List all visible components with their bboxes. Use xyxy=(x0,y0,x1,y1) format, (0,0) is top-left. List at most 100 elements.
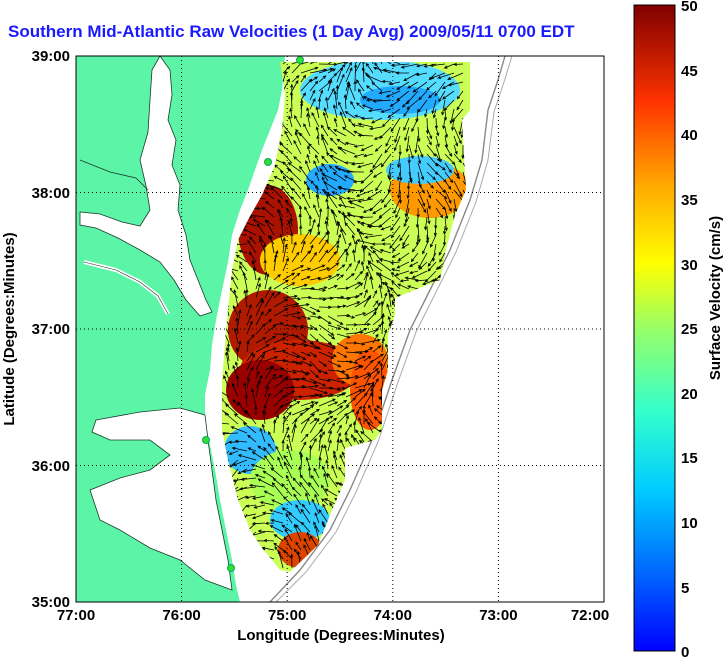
velocity-arrow xyxy=(306,531,311,542)
velocity-arrow xyxy=(273,349,287,353)
velocity-arrow xyxy=(246,340,250,353)
velocity-arrow xyxy=(282,272,296,281)
velocity-arrow xyxy=(354,372,371,380)
velocity-arrow xyxy=(329,137,338,146)
velocity-arrow xyxy=(294,115,302,128)
velocity-arrow xyxy=(273,298,289,308)
velocity-arrow xyxy=(309,297,327,302)
velocity-arrow xyxy=(324,488,338,497)
velocity-arrow xyxy=(254,474,266,479)
velocity-arrow xyxy=(426,207,431,225)
velocity-arrow xyxy=(325,96,329,110)
velocity-arrow xyxy=(346,189,365,193)
velocity-arrow xyxy=(255,374,263,389)
velocity-arrow xyxy=(273,291,281,299)
velocity-arrow xyxy=(252,219,266,227)
velocity-arrow xyxy=(239,261,248,272)
velocity-arrow xyxy=(397,283,410,290)
velocity-arrow xyxy=(309,288,327,292)
velocity-arrow xyxy=(336,351,348,358)
velocity-arrow xyxy=(263,454,275,470)
velocity-arrow xyxy=(354,114,365,119)
velocity-arrow xyxy=(285,474,293,488)
velocity-arrow xyxy=(372,323,382,335)
velocity-arrow xyxy=(336,66,343,83)
velocity-arrow xyxy=(309,378,327,387)
velocity-arrow xyxy=(336,138,347,146)
velocity-arrow xyxy=(453,144,458,155)
velocity-arrow xyxy=(404,126,410,142)
velocity-arrow xyxy=(230,426,248,434)
velocity-arrow xyxy=(255,370,260,380)
velocity-arrow xyxy=(345,423,352,434)
velocity-arrow xyxy=(360,144,374,151)
velocity-arrow xyxy=(336,432,341,443)
velocity-arrow xyxy=(371,81,383,92)
velocity-arrow xyxy=(381,79,392,84)
velocity-arrow xyxy=(318,275,333,281)
velocity-arrow xyxy=(381,234,392,242)
velocity-arrow xyxy=(362,246,366,263)
velocity-arrow xyxy=(362,410,374,425)
velocity-arrow xyxy=(309,231,321,245)
velocity-arrow xyxy=(291,333,307,343)
velocity-arrow xyxy=(383,198,392,208)
velocity-arrow xyxy=(238,249,248,254)
velocity-arrow xyxy=(242,271,248,290)
velocity-arrow xyxy=(372,289,378,299)
velocity-arrow xyxy=(353,80,357,92)
velocity-arrow xyxy=(372,99,392,103)
velocity-arrow xyxy=(453,126,462,145)
velocity-arrow xyxy=(430,234,437,248)
velocity-arrow xyxy=(318,433,323,452)
velocity-arrow xyxy=(291,351,307,360)
velocity-arrow xyxy=(326,472,338,488)
velocity-arrow xyxy=(345,360,359,365)
velocity-arrow xyxy=(275,445,284,461)
velocity-arrow xyxy=(408,261,419,267)
velocity-arrow xyxy=(326,152,338,164)
velocity-arrow xyxy=(327,273,341,281)
velocity-arrow xyxy=(309,417,318,425)
velocity-arrow xyxy=(283,536,293,551)
velocity-arrow xyxy=(313,160,320,173)
velocity-arrow xyxy=(336,392,347,398)
velocity-arrow xyxy=(345,62,357,65)
velocity-arrow xyxy=(380,225,392,231)
velocity-arrow xyxy=(291,486,302,497)
velocity-arrow xyxy=(255,276,261,290)
velocity-arrow xyxy=(360,116,374,121)
velocity-arrow xyxy=(358,416,365,434)
velocity-arrow xyxy=(235,346,239,362)
velocity-arrow xyxy=(444,216,448,232)
velocity-arrow xyxy=(282,398,298,407)
x-axis-label: Longitude (Degrees:Minutes) xyxy=(237,627,445,644)
velocity-arrow xyxy=(300,267,312,272)
velocity-arrow xyxy=(300,521,311,533)
colorbar-tick-label: 30 xyxy=(681,257,698,274)
velocity-arrow xyxy=(273,394,286,407)
grid-lines xyxy=(76,56,604,602)
velocity-arrow xyxy=(282,65,291,74)
velocity-arrow xyxy=(456,90,464,100)
velocity-arrow xyxy=(232,459,248,466)
velocity-arrow xyxy=(309,342,321,350)
colorbar-tick-label: 45 xyxy=(681,63,698,80)
velocity-arrow xyxy=(288,115,293,128)
velocity-arrow xyxy=(277,199,284,209)
velocity-arrow xyxy=(309,351,318,358)
radar-station-marker xyxy=(296,56,304,64)
velocity-arrow xyxy=(354,62,363,74)
velocity-arrow xyxy=(321,188,338,200)
velocity-arrow xyxy=(299,481,311,497)
velocity-arrow xyxy=(369,275,374,290)
velocity-arrow xyxy=(222,431,239,436)
velocity-arrow xyxy=(310,180,320,191)
velocity-arrow xyxy=(251,513,266,520)
velocity-arrow xyxy=(390,117,401,133)
velocity-arrow xyxy=(327,422,336,434)
velocity-arrow xyxy=(322,465,329,479)
velocity-arrow xyxy=(403,72,419,82)
velocity-arrow xyxy=(322,111,329,128)
velocity-arrow xyxy=(244,394,248,407)
